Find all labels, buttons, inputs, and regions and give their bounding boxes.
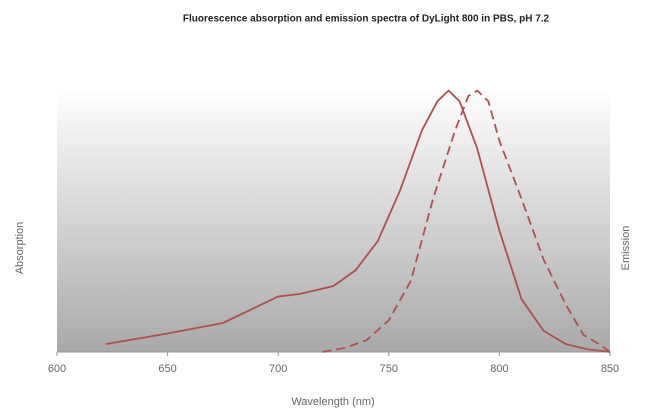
x-tick-label: 600	[48, 363, 66, 375]
y-axis-label: Absorption	[14, 222, 26, 275]
x-tick-label: 750	[380, 363, 398, 375]
x-tick-label: 700	[269, 363, 287, 375]
y2-axis-label: Emission	[620, 226, 632, 271]
x-tick-label: 850	[601, 363, 619, 375]
chart-title: Fluorescence absorption and emission spe…	[183, 14, 550, 25]
series-line	[105, 89, 611, 353]
x-tick-label: 650	[158, 363, 176, 375]
x-tick-label: 800	[490, 363, 508, 375]
series-line	[322, 89, 611, 353]
plot-area	[57, 88, 610, 352]
x-axis-label: Wavelength (nm)	[291, 396, 374, 408]
